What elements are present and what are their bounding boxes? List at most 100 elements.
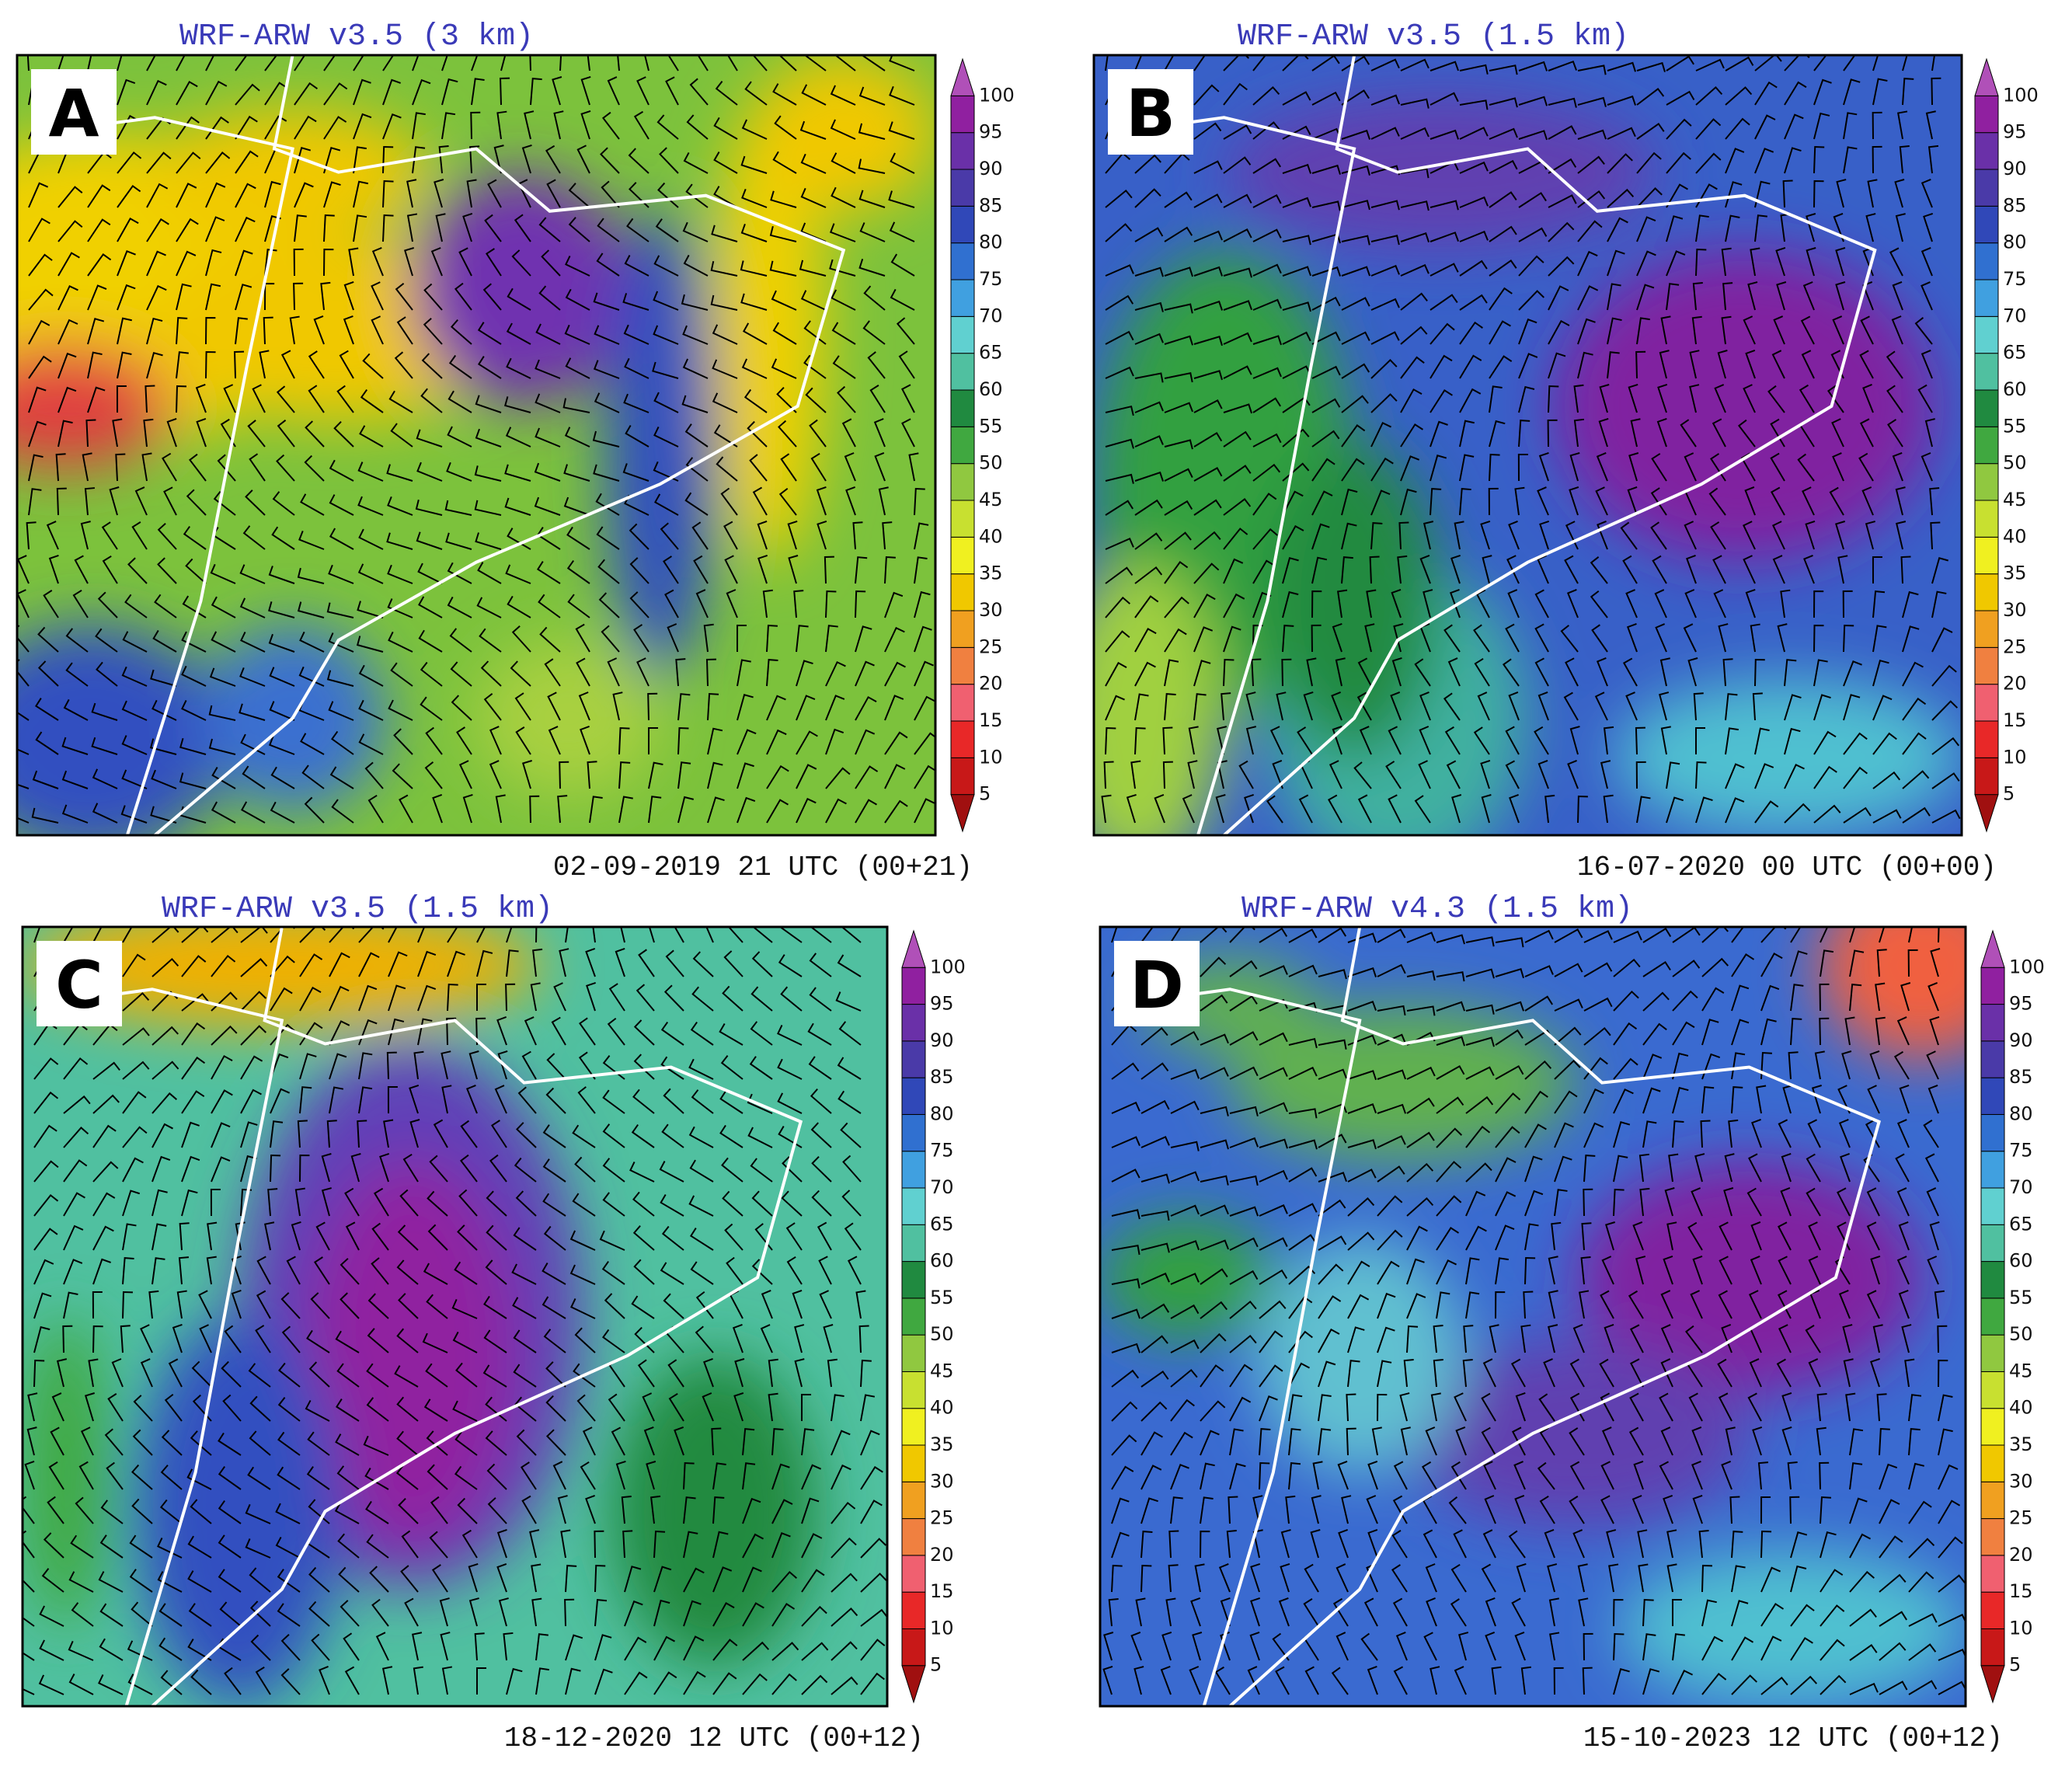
wind-barb	[1929, 1016, 1940, 1046]
wind-barb	[1280, 1529, 1291, 1559]
wind-barb	[633, 1054, 655, 1080]
wind-barb	[560, 1529, 571, 1559]
wind-barb	[737, 624, 747, 653]
wind-barb	[1672, 1120, 1684, 1148]
wind-barb	[504, 464, 531, 482]
wind-barb	[1820, 1604, 1845, 1627]
wind-barb	[1414, 795, 1431, 824]
wind-barb	[1220, 1597, 1231, 1627]
colorbar-label: 30	[930, 1470, 954, 1492]
wind-barb	[884, 591, 904, 618]
wind-barb	[574, 1327, 596, 1353]
wind-barb	[695, 1291, 714, 1319]
wind-barb	[858, 259, 886, 277]
wind-barb	[772, 322, 797, 345]
wind-barb	[611, 1426, 625, 1456]
colorbar-segment	[950, 500, 975, 538]
wind-barb	[1436, 934, 1465, 945]
wind-barb	[712, 324, 738, 345]
wind-barb	[1849, 1497, 1868, 1524]
wind-barb	[87, 253, 112, 277]
wind-barb	[720, 487, 738, 516]
wind-barb	[1346, 1393, 1356, 1422]
wind-barb	[553, 982, 566, 1012]
wind-barb	[1743, 555, 1756, 584]
wind-barb	[1238, 760, 1254, 789]
wind-barb	[601, 180, 620, 208]
wind-barb	[1275, 1666, 1290, 1695]
wind-barb	[1902, 625, 1920, 653]
wind-barb	[387, 598, 413, 618]
wind-barb	[1659, 691, 1670, 721]
wind-barb	[622, 463, 649, 482]
wind-barb	[1377, 1326, 1395, 1353]
wind-barb	[146, 55, 156, 71]
wind-barb	[43, 590, 59, 618]
wind-barb	[1459, 488, 1471, 516]
panel-title: WRF-ARW v3.5 (1.5 km)	[1238, 19, 1629, 54]
wind-barb	[737, 659, 751, 687]
wind-barb	[1859, 418, 1874, 448]
wind-barb	[1193, 432, 1223, 448]
wind-barb	[1938, 1574, 1966, 1593]
wind-barb	[205, 316, 216, 345]
wind-barb	[1105, 630, 1130, 653]
wind-barb	[1111, 1434, 1137, 1456]
wind-barb	[1259, 1032, 1288, 1046]
wind-barb	[506, 357, 531, 379]
wind-barb	[211, 767, 236, 789]
wind-barb	[1450, 1563, 1467, 1593]
wind-barb	[547, 691, 561, 721]
wind-barb	[844, 1222, 862, 1251]
wind-barb	[884, 556, 896, 584]
wind-barb	[224, 1667, 242, 1695]
wind-barb	[239, 597, 266, 618]
wind-barb	[683, 152, 709, 174]
wind-barb	[323, 181, 341, 208]
wind-barb	[166, 418, 177, 448]
wind-barb	[1259, 1364, 1283, 1388]
wind-barb	[409, 1084, 420, 1114]
wind-barb	[1835, 247, 1846, 277]
wind-barb	[412, 1632, 423, 1661]
wind-barb	[150, 806, 177, 824]
wind-barb	[127, 1674, 153, 1695]
wind-barb	[1701, 957, 1729, 977]
wind-barb	[594, 392, 620, 413]
colorbar-segment	[1974, 315, 1999, 354]
wind-barb	[1200, 1239, 1229, 1251]
colorbar-segment	[950, 720, 975, 758]
wind-barb	[552, 1461, 566, 1490]
wind-barb	[1548, 1290, 1558, 1319]
wind-barb	[631, 1295, 655, 1319]
wind-barb	[23, 1688, 35, 1695]
wind-barb	[593, 360, 620, 379]
colorbar-segment	[1974, 426, 1999, 465]
wind-barb	[1304, 1563, 1319, 1593]
wind-barb	[625, 424, 649, 448]
wind-barb	[858, 1325, 869, 1353]
wind-barb	[84, 487, 96, 516]
wind-barb	[1495, 1029, 1524, 1046]
wind-barb	[1482, 1529, 1496, 1559]
wind-barb	[186, 1468, 212, 1490]
wind-barb	[46, 521, 59, 550]
wind-barb	[825, 660, 846, 687]
wind-barb	[32, 770, 59, 789]
wind-barb	[884, 695, 904, 721]
wind-barb	[1288, 1108, 1318, 1119]
wind-barb	[275, 1536, 301, 1559]
wind-barb	[1215, 794, 1226, 824]
wind-barb	[1607, 188, 1635, 208]
wind-barb	[423, 317, 443, 345]
wind-barb	[1105, 726, 1116, 755]
wind-barb	[1229, 1031, 1259, 1046]
wind-barb	[379, 1153, 390, 1183]
wind-barb	[387, 1085, 398, 1114]
wind-barb	[447, 596, 472, 618]
wind-barb	[1366, 589, 1377, 618]
wind-barb	[1101, 794, 1112, 824]
wind-barb	[1341, 1495, 1352, 1524]
wind-barb	[242, 525, 266, 550]
